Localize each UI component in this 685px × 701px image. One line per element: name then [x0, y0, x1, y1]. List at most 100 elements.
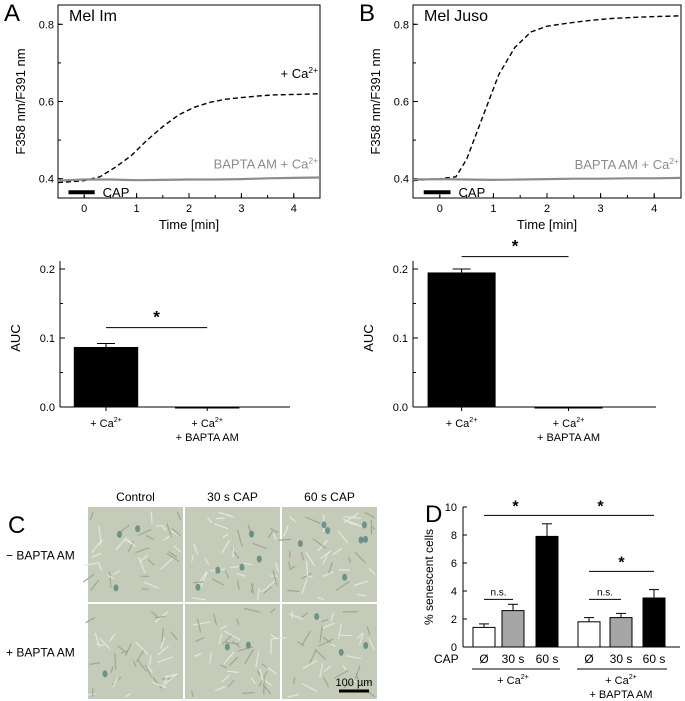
cap-dose-label: Ø [479, 652, 488, 666]
cell-texture [135, 547, 150, 554]
x-tick-label: 3 [238, 203, 244, 215]
cell-texture [314, 648, 327, 661]
y-tick-label: 0.1 [40, 333, 55, 345]
senescence-bar [642, 597, 666, 648]
cell-texture [252, 542, 268, 550]
cell-texture [149, 654, 152, 665]
cell-texture [226, 670, 239, 673]
senescence-stain [256, 555, 262, 563]
y-axis-label: % senescent cells [422, 529, 436, 625]
cell-texture [152, 676, 163, 689]
ns-label: n.s. [597, 587, 613, 598]
y-tick-label: 0.8 [39, 19, 54, 31]
cell-texture [221, 539, 231, 554]
group-label-calcium: + Ca2+ [497, 673, 529, 687]
cell-texture [287, 589, 300, 593]
senescence-bar [609, 617, 633, 648]
series-label-bapta: BAPTA AM + Ca2+ [214, 156, 318, 172]
cell-texture [228, 656, 239, 667]
senescence-stain [215, 566, 221, 574]
cell-texture [301, 572, 312, 579]
series-label-calcium: + Ca2+ [642, 0, 680, 2]
cell-texture [224, 630, 241, 641]
cell-texture [322, 636, 332, 644]
cell-texture [255, 651, 260, 668]
cell-texture [267, 530, 274, 539]
cell-texture [91, 552, 102, 558]
cell-texture [338, 569, 351, 571]
cell-texture [222, 533, 229, 539]
senescence-stain [245, 641, 251, 649]
y-tick-label: 0.6 [39, 97, 54, 109]
cell-texture [270, 527, 279, 534]
cell-texture [363, 680, 373, 685]
x-tick-label: 1 [490, 203, 496, 215]
cell-texture [271, 637, 287, 640]
series-line-bapta [57, 176, 321, 182]
cell-texture [305, 551, 315, 566]
micrograph-tile [282, 604, 377, 699]
cell-texture [272, 533, 277, 541]
cap-dose-label: 30 s [502, 652, 525, 666]
cell-texture [191, 596, 207, 601]
cell-texture [124, 692, 132, 698]
cell-texture [145, 534, 155, 541]
y-axis-label: AUC [8, 324, 23, 351]
cell-texture [95, 643, 105, 647]
cell-texture [132, 660, 137, 668]
cap-dose-label: 60 s [643, 652, 666, 666]
y-tick-label: 0.1 [393, 333, 408, 345]
cell-texture [170, 631, 178, 640]
cell-texture [120, 524, 130, 533]
cell-texture [236, 572, 246, 577]
cell-texture [166, 523, 172, 538]
cell-texture [90, 579, 100, 591]
cell-texture [355, 673, 360, 682]
cell-texture [319, 626, 323, 643]
senescence-stain [249, 530, 255, 538]
cell-texture [329, 642, 336, 647]
cell-texture [334, 669, 349, 679]
x-tick-label: 3 [598, 203, 604, 215]
cell-texture [204, 557, 210, 565]
senescence-stain [361, 521, 367, 529]
cell-texture [301, 612, 309, 619]
cell-texture [173, 545, 182, 553]
cell-texture [348, 556, 352, 564]
cell-texture [328, 562, 334, 574]
category-label-calcium: + Ca2+ [446, 416, 478, 430]
micrograph-column-label: 60 s CAP [304, 490, 355, 504]
cell-texture [302, 659, 318, 669]
cell-texture [135, 641, 149, 655]
series-line-bapta [412, 176, 682, 182]
cell-texture [250, 583, 254, 594]
cell-texture [250, 677, 256, 685]
cell-texture [342, 665, 347, 671]
senescence-stain [363, 641, 369, 649]
cell-texture [353, 580, 369, 586]
cell-texture [211, 578, 225, 586]
cap-dose-label: 60 s [536, 652, 559, 666]
cell-texture [259, 668, 265, 685]
micrograph-tile [185, 604, 280, 699]
cell-texture [300, 630, 312, 646]
senescence-stain [362, 535, 368, 543]
cell-texture [261, 663, 269, 669]
cell-texture [221, 674, 231, 683]
x-axis-label: Time [min] [517, 217, 577, 232]
bar-calcium [427, 272, 496, 407]
cell-texture [342, 518, 360, 526]
senescence-bar [577, 621, 601, 648]
cell-texture [195, 637, 205, 643]
senescence-stain [358, 536, 364, 544]
cell-texture [317, 596, 325, 601]
y-tick-label: 0.4 [394, 174, 409, 186]
micrograph-tile [282, 507, 377, 602]
cell-texture [358, 633, 364, 645]
cell-texture [137, 660, 147, 672]
cell-texture [138, 528, 152, 536]
y-tick-label: 2 [451, 614, 457, 626]
senescence-bar [472, 626, 496, 648]
y-tick-label: 10 [445, 502, 457, 514]
cell-texture [243, 562, 252, 566]
